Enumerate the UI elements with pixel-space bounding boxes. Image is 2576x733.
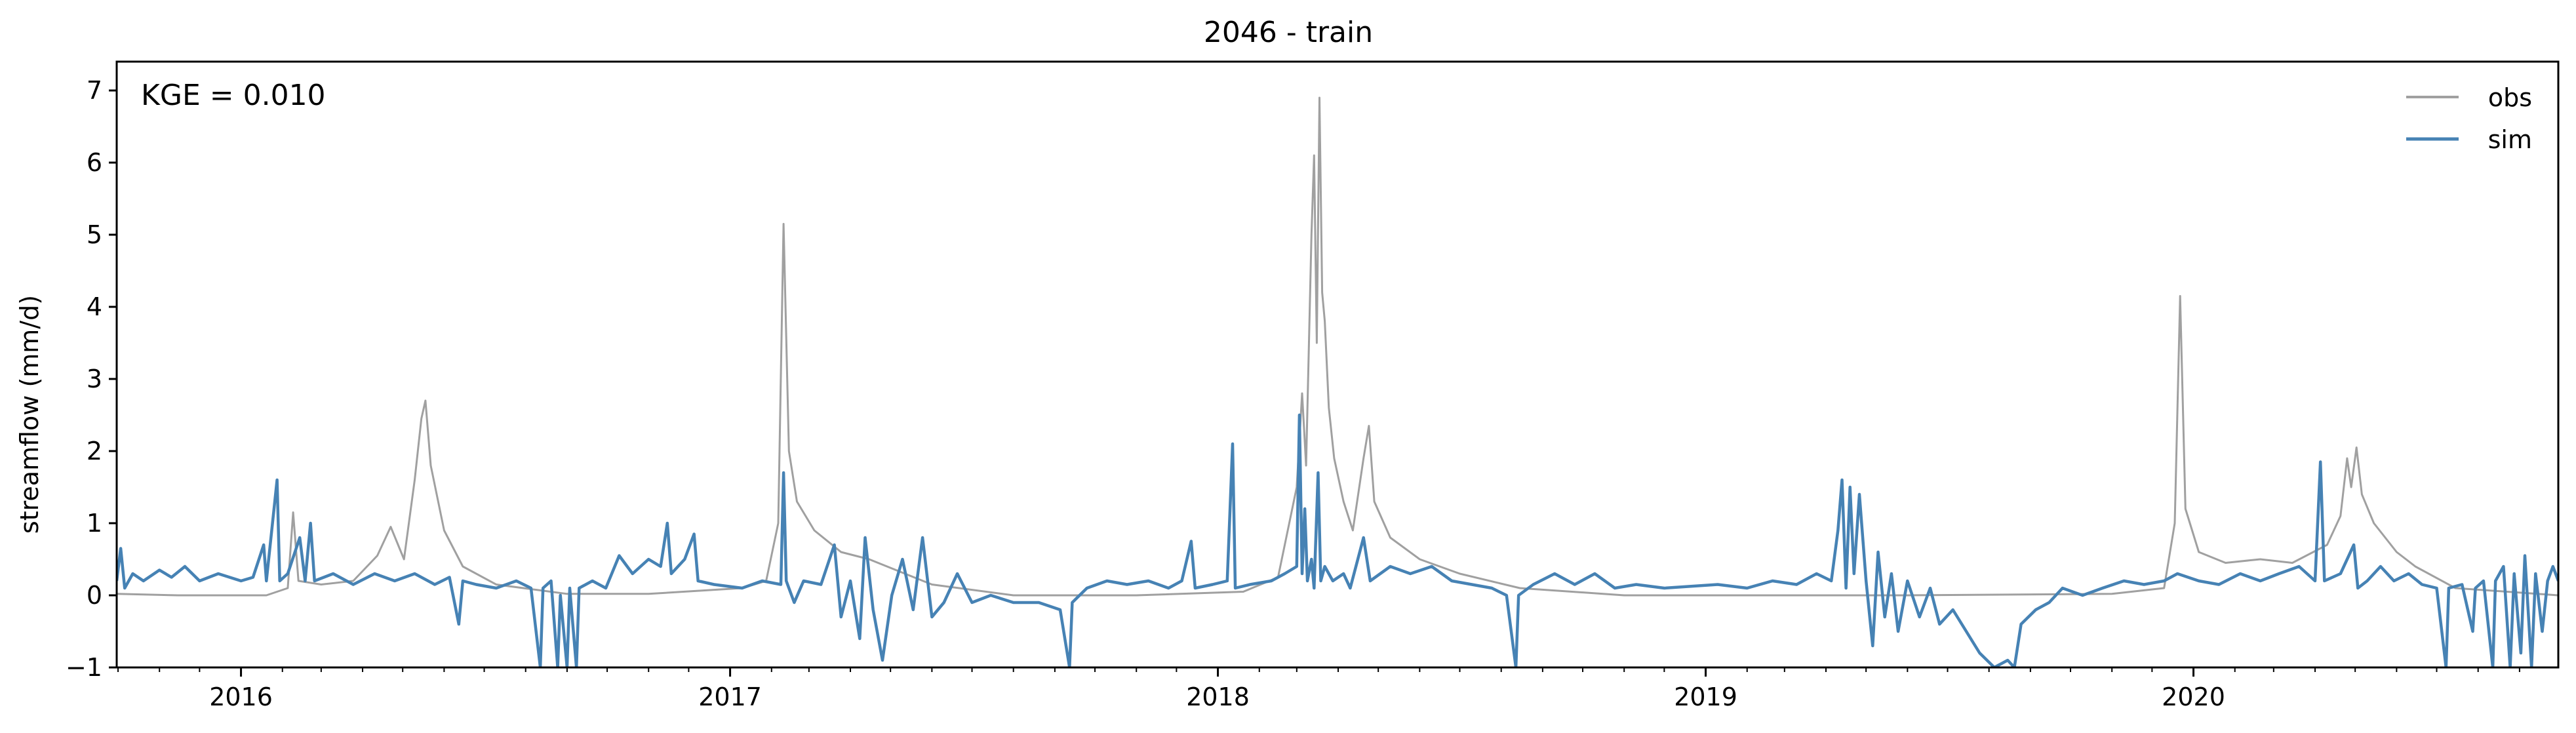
kge-annotation: KGE = 0.010 [141, 79, 326, 112]
x-axis-ticks: 2016 2017 2018 2019 2020 [117, 667, 2520, 711]
x-tick-label: 2020 [2162, 683, 2225, 711]
y-tick-label: 7 [87, 76, 102, 105]
legend-sim-label: sim [2488, 125, 2532, 154]
x-tick-label: 2017 [698, 683, 762, 711]
y-tick-label: 4 [87, 292, 102, 321]
x-tick-label: 2019 [1674, 683, 1737, 711]
y-tick-label: 5 [87, 220, 102, 249]
y-tick-label: −1 [66, 653, 102, 682]
series-line-obs [117, 96, 2558, 597]
y-axis-ticks: −1 0 1 2 3 4 5 6 7 [66, 76, 117, 682]
series-layer [117, 96, 2558, 667]
y-axis-label: streamflow (mm/d) [15, 295, 44, 534]
y-tick-label: 0 [87, 581, 102, 610]
x-tick-label: 2016 [209, 683, 273, 711]
plot-frame [115, 60, 2560, 669]
legend-obs-label: obs [2488, 83, 2532, 112]
chart-title: 2046 - train [1204, 16, 1373, 49]
x-tick-label: 2018 [1186, 683, 1250, 711]
series-line-sim [117, 413, 2558, 667]
y-tick-label: 1 [87, 509, 102, 538]
y-tick-label: 2 [87, 437, 102, 466]
legend: obs sim [2406, 83, 2532, 154]
y-tick-label: 3 [87, 365, 102, 393]
y-tick-label: 6 [87, 148, 102, 177]
